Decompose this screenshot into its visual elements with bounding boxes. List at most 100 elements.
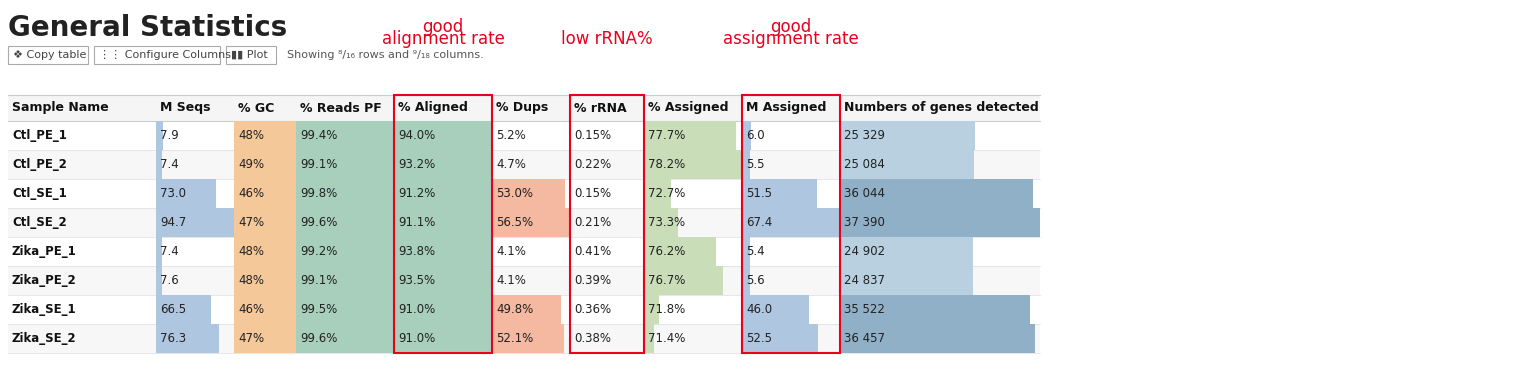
Bar	[493, 324, 565, 353]
Text: % Dups: % Dups	[496, 102, 548, 114]
Text: 93.8%: 93.8%	[398, 245, 435, 258]
Bar	[742, 237, 750, 266]
Text: % GC: % GC	[239, 102, 274, 114]
Bar	[156, 295, 211, 324]
Bar	[742, 295, 809, 324]
Bar	[295, 237, 395, 266]
Bar	[234, 150, 295, 179]
Text: 91.1%: 91.1%	[398, 216, 436, 229]
Text: Showing ⁸/₁₆ rows and ⁹/₁₈ columns.: Showing ⁸/₁₆ rows and ⁹/₁₈ columns.	[288, 50, 483, 60]
Bar	[8, 295, 1040, 324]
Bar	[8, 266, 1040, 295]
Text: 4.1%: 4.1%	[496, 274, 526, 287]
Text: 48%: 48%	[239, 129, 265, 142]
Text: 0.38%: 0.38%	[574, 332, 610, 345]
Bar	[644, 266, 722, 295]
Text: ❖ Copy table: ❖ Copy table	[12, 50, 86, 60]
Bar	[295, 324, 395, 353]
Text: M Assigned: M Assigned	[747, 102, 826, 114]
Text: 0.36%: 0.36%	[574, 303, 610, 316]
Bar	[742, 266, 750, 295]
Bar	[295, 208, 395, 237]
Bar	[742, 208, 840, 237]
Text: good: good	[422, 18, 464, 36]
Bar	[295, 150, 395, 179]
Text: % Aligned: % Aligned	[398, 102, 468, 114]
Bar	[493, 295, 562, 324]
Bar	[395, 237, 493, 266]
Bar	[742, 95, 840, 353]
Bar	[493, 208, 571, 237]
Text: 66.5: 66.5	[161, 303, 187, 316]
Bar	[644, 121, 736, 150]
Bar	[395, 179, 493, 208]
Bar	[742, 121, 751, 150]
Bar	[840, 179, 1033, 208]
Bar	[395, 208, 493, 237]
Bar	[840, 150, 975, 179]
Text: 5.6: 5.6	[747, 274, 765, 287]
Text: Zika_SE_1: Zika_SE_1	[12, 303, 76, 316]
Text: 7.9: 7.9	[161, 129, 179, 142]
Text: 48%: 48%	[239, 274, 265, 287]
Bar	[8, 150, 1040, 179]
Text: 5.4: 5.4	[747, 245, 765, 258]
Text: Ctl_SE_1: Ctl_SE_1	[12, 187, 67, 200]
Bar	[8, 324, 1040, 353]
Text: 7.4: 7.4	[161, 158, 179, 171]
Bar	[395, 95, 493, 353]
Bar	[156, 121, 162, 150]
Bar	[295, 266, 395, 295]
Bar	[840, 121, 976, 150]
Bar	[234, 266, 295, 295]
Text: 99.8%: 99.8%	[300, 187, 337, 200]
Bar	[644, 179, 670, 208]
Bar	[234, 179, 295, 208]
Text: 0.21%: 0.21%	[574, 216, 612, 229]
Bar	[225, 46, 277, 64]
Text: 35 522: 35 522	[845, 303, 884, 316]
Bar	[493, 179, 565, 208]
Bar	[234, 324, 295, 353]
Bar	[840, 266, 973, 295]
Text: 91.2%: 91.2%	[398, 187, 436, 200]
Text: 7.4: 7.4	[161, 245, 179, 258]
Text: 52.1%: 52.1%	[496, 332, 534, 345]
Text: 37 390: 37 390	[845, 216, 884, 229]
Text: 0.39%: 0.39%	[574, 274, 610, 287]
Text: 6.0: 6.0	[747, 129, 765, 142]
Text: General Statistics: General Statistics	[8, 14, 288, 42]
Text: M Seqs: M Seqs	[161, 102, 211, 114]
Bar	[571, 95, 644, 353]
Bar	[742, 324, 819, 353]
Bar	[156, 179, 216, 208]
Bar	[295, 121, 395, 150]
Text: 99.6%: 99.6%	[300, 216, 338, 229]
Bar	[295, 179, 395, 208]
Text: 4.1%: 4.1%	[496, 245, 526, 258]
Bar	[395, 324, 493, 353]
Bar	[8, 179, 1040, 208]
Text: Sample Name: Sample Name	[12, 102, 109, 114]
Text: Zika_SE_2: Zika_SE_2	[12, 332, 76, 345]
Bar	[156, 208, 234, 237]
Bar	[156, 150, 162, 179]
Text: 76.2%: 76.2%	[649, 245, 685, 258]
Bar	[644, 237, 716, 266]
Text: 91.0%: 91.0%	[398, 303, 435, 316]
Text: good: good	[771, 18, 811, 36]
Text: 47%: 47%	[239, 216, 265, 229]
Text: 0.15%: 0.15%	[574, 129, 610, 142]
Text: 72.7%: 72.7%	[649, 187, 685, 200]
Text: 56.5%: 56.5%	[496, 216, 532, 229]
Bar	[156, 324, 219, 353]
Text: Ctl_PE_2: Ctl_PE_2	[12, 158, 67, 171]
Text: 51.5: 51.5	[747, 187, 773, 200]
Text: 36 457: 36 457	[845, 332, 884, 345]
Bar	[742, 150, 750, 179]
Text: 46%: 46%	[239, 187, 265, 200]
Bar	[234, 208, 295, 237]
Text: 93.5%: 93.5%	[398, 274, 435, 287]
Text: 46%: 46%	[239, 303, 265, 316]
Bar	[644, 208, 678, 237]
